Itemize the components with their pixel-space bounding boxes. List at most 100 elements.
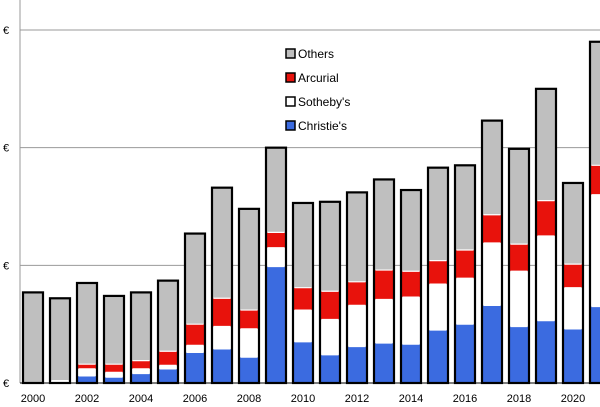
bar-2006 [183,232,207,385]
bar-2010 [291,201,315,385]
bar-segment-sothebys-2001 [50,380,70,383]
legend-item-arcurial: Arcurial [285,71,339,85]
bar-segment-christies-2011 [320,354,340,383]
bar-segment-others-2008 [239,208,259,311]
bar-segment-sothebys-2007 [212,326,232,349]
bar-segment-others-2001 [50,298,70,381]
bar-segment-sothebys-2004 [131,368,151,374]
bar-2018 [507,147,531,385]
x-tick-label-2010: 2010 [291,393,315,405]
legend-item-others: Others [285,47,334,61]
bar-segment-others-2021 [590,41,600,166]
bar-segment-others-2000 [23,292,43,383]
bar-segment-arcurial-2018 [509,244,529,272]
legend-swatch [285,120,296,131]
y-tick-label-1: € [3,260,9,272]
bar-segment-sothebys-2011 [320,319,340,355]
bar-2017 [480,119,504,385]
bar-segment-christies-2017 [482,305,502,383]
bar-segment-sothebys-2019 [536,235,556,321]
bar-segment-christies-2012 [347,346,367,383]
bar-segment-arcurial-2021 [590,165,600,195]
bar-2001 [48,297,72,385]
x-tick-label-2020: 2020 [561,393,585,405]
bar-segment-christies-2007 [212,348,232,383]
bar-segment-christies-2008 [239,357,259,383]
bar-segment-christies-2006 [185,352,205,383]
bar-segment-others-2017 [482,120,502,215]
legend-label: Sotheby's [298,95,350,109]
legend-item-sothebys: Sotheby's [285,95,350,109]
bar-segment-arcurial-2004 [131,360,151,369]
bar-segment-others-2015 [428,167,448,261]
legend-label: Arcurial [298,71,339,85]
bar-2016 [453,164,477,385]
bar-segment-arcurial-2003 [104,364,124,373]
bar-2019 [534,87,558,385]
bar-2002 [75,281,99,385]
bar-segment-christies-2015 [428,330,448,383]
bar-segment-sothebys-2013 [374,299,394,343]
x-tick-label-2016: 2016 [453,393,477,405]
bar-segment-sothebys-2010 [293,310,313,342]
bar-segment-arcurial-2008 [239,310,259,329]
x-tick-label-2018: 2018 [507,393,531,405]
bar-segment-arcurial-2016 [455,250,475,279]
bar-segment-others-2003 [104,295,124,365]
bar-segment-others-2007 [212,187,232,299]
bar-segment-christies-2013 [374,342,394,383]
legend: Others Arcurial Sotheby's Christie's [285,47,350,133]
legend-item-christies: Christie's [285,119,347,133]
bar-segment-christies-2003 [104,377,124,383]
bar-segment-others-2006 [185,233,205,325]
bar-segment-others-2010 [293,202,313,288]
bar-segment-arcurial-2010 [293,287,313,311]
bar-segment-arcurial-2002 [77,364,97,369]
bar-segment-sothebys-2020 [563,287,583,329]
x-tick-label-2014: 2014 [399,393,423,405]
bars [21,40,600,385]
y-tick-label-3: € [3,25,9,37]
bar-segment-arcurial-2007 [212,298,232,327]
bar-segment-christies-2016 [455,324,475,383]
bar-segment-christies-2021 [590,306,600,383]
bar-segment-others-2014 [401,190,421,272]
bar-segment-sothebys-2014 [401,297,421,345]
bar-segment-arcurial-2011 [320,291,340,320]
bar-segment-others-2013 [374,179,394,271]
bar-2000 [21,291,45,385]
bar-segment-sothebys-2005 [158,365,178,369]
bar-segment-arcurial-2017 [482,214,502,243]
bar-segment-others-2016 [455,165,475,251]
bar-segment-christies-2004 [131,373,151,383]
x-tick-labels: 2000 2002 2004 2006 2008 2010 2012 2014 2016 2018… [21,393,585,405]
bar-segment-christies-2014 [401,344,421,383]
bar-segment-sothebys-2016 [455,278,475,325]
bar-segment-sothebys-2002 [77,368,97,376]
bar-segment-others-2019 [536,88,556,201]
bar-segment-others-2020 [563,182,583,265]
x-tick-label-2000: 2000 [21,393,45,405]
bar-segment-others-2012 [347,192,367,282]
bar-segment-arcurial-2015 [428,260,448,285]
bar-2003 [102,294,126,385]
bar-segment-sothebys-2008 [239,328,259,358]
bar-2013 [372,178,396,385]
y-tick-label-0: € [3,378,9,390]
bar-segment-sothebys-2003 [104,372,124,378]
bar-2007 [210,186,234,385]
bar-segment-sothebys-2018 [509,271,529,327]
bar-segment-sothebys-2021 [590,194,600,307]
bar-segment-christies-2019 [536,320,556,383]
legend-label: Others [298,47,334,61]
bar-segment-arcurial-2019 [536,200,556,236]
bar-segment-arcurial-2013 [374,270,394,300]
bar-segment-arcurial-2020 [563,264,583,288]
bar-segment-arcurial-2009 [266,232,286,248]
bar-segment-sothebys-2017 [482,242,502,306]
bar-2009 [264,146,288,385]
legend-swatch [285,72,296,83]
y-tick-label-2: € [3,143,9,155]
bar-segment-christies-2020 [563,328,583,383]
bar-segment-sothebys-2006 [185,345,205,353]
